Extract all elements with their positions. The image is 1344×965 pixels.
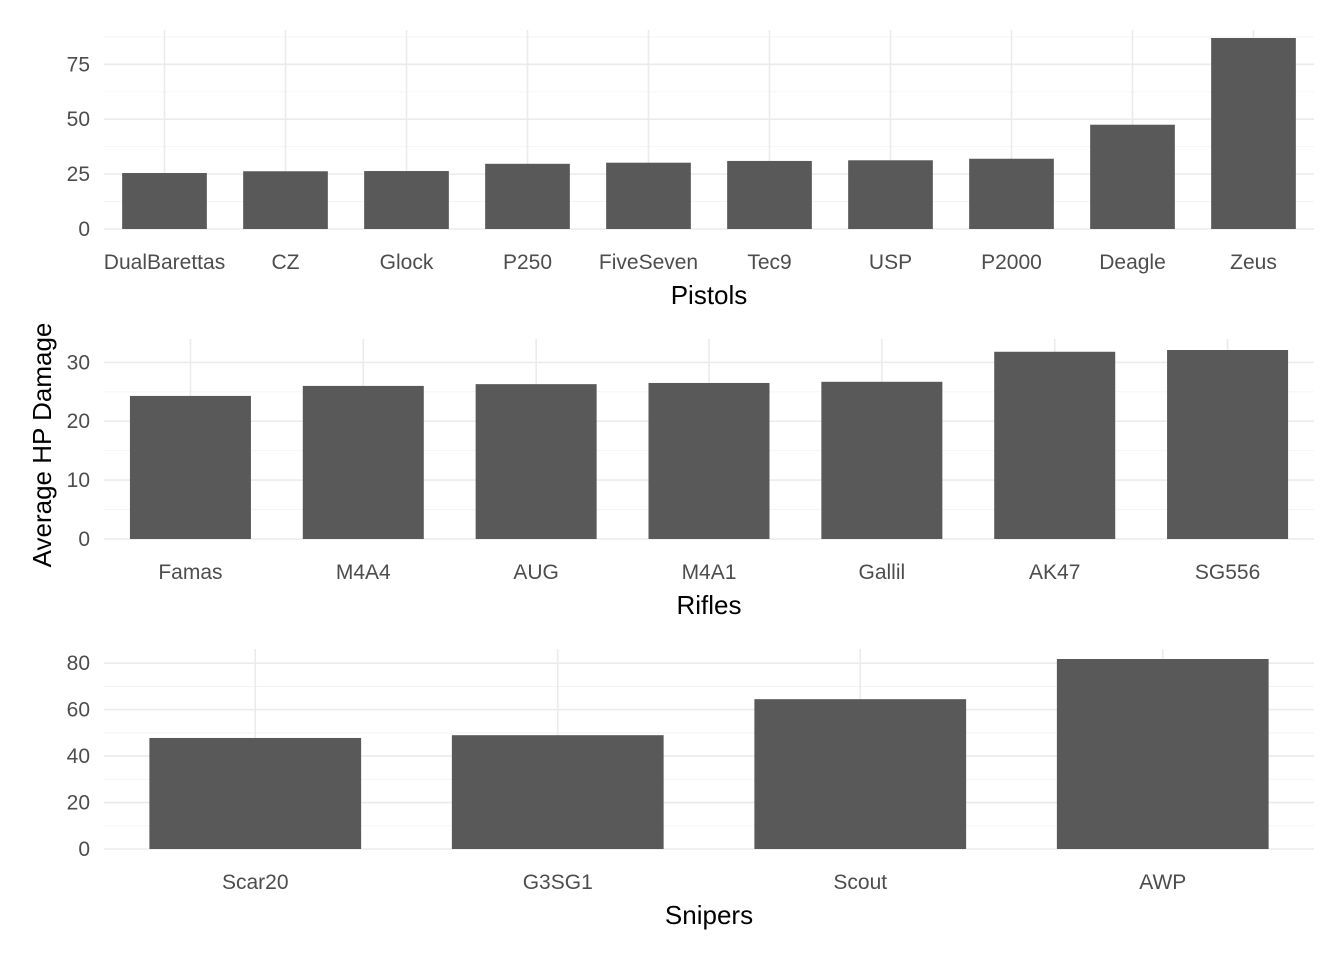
x-axis-title: Rifles [676, 590, 741, 620]
x-tick-label: M4A1 [682, 561, 737, 584]
bar-aug [475, 384, 597, 539]
x-tick-label: AWP [1139, 871, 1186, 894]
y-tick-label: 0 [78, 838, 90, 861]
y-tick-label: 10 [67, 469, 90, 492]
y-tick-label: 75 [67, 53, 90, 76]
bar-gallil [821, 381, 943, 539]
y-tick-label: 0 [78, 218, 90, 241]
x-tick-label: DualBarettas [104, 251, 225, 274]
bar-m4a1 [648, 382, 770, 539]
x-tick-label: FiveSeven [599, 251, 698, 274]
bar-famas [129, 395, 251, 539]
bar-sg556 [1167, 350, 1289, 539]
x-tick-label: Deagle [1099, 251, 1166, 274]
x-axis-title: Snipers [665, 900, 753, 930]
x-tick-label: Glock [380, 251, 434, 274]
bar-tec9 [727, 160, 812, 229]
x-tick-label: SG556 [1195, 561, 1260, 584]
bar-fiveseven [606, 162, 691, 229]
bar-usp [848, 160, 933, 229]
bar-cz [243, 171, 328, 229]
y-tick-label: 40 [67, 745, 90, 768]
x-tick-label: Scar20 [222, 871, 289, 894]
x-tick-label: Scout [833, 871, 887, 894]
y-tick-label: 80 [67, 652, 90, 675]
bar-deagle [1090, 124, 1175, 229]
panel-pistols: 0 25 50 75 DualBarettas CZ Glock P250 FiveSeven T… [67, 30, 1314, 310]
y-tick-label: 25 [67, 163, 90, 186]
x-tick-label: Zeus [1230, 251, 1277, 274]
bar-ak47 [994, 351, 1116, 539]
bar-zeus [1211, 38, 1296, 229]
bar-p2000 [969, 158, 1054, 229]
y-tick-label: 50 [67, 108, 90, 131]
bar-m4a4 [302, 385, 424, 539]
panel-rifles: 0 10 20 30 Famas M4A4 AUG M4A1 Gallil AK47 SG556 Ri… [67, 339, 1314, 620]
x-tick-label: P2000 [981, 251, 1042, 274]
x-tick-label: AUG [513, 561, 559, 584]
bar-awp [1056, 659, 1269, 849]
x-tick-label: G3SG1 [523, 871, 593, 894]
y-tick-label: 20 [67, 792, 90, 815]
x-tick-label: Famas [158, 561, 222, 584]
bar-scar20 [149, 737, 362, 849]
x-tick-label: Gallil [859, 561, 906, 584]
x-tick-label: M4A4 [336, 561, 391, 584]
x-tick-label: CZ [272, 251, 300, 274]
bar-glock [364, 171, 449, 229]
x-tick-label: USP [869, 251, 912, 274]
x-tick-label: P250 [503, 251, 552, 274]
y-tick-label: 60 [67, 699, 90, 722]
y-tick-label: 30 [67, 351, 90, 374]
x-axis-title: Pistols [671, 280, 748, 310]
y-tick-label: 20 [67, 410, 90, 433]
bar-p250 [485, 163, 570, 229]
x-tick-label: Tec9 [747, 251, 791, 274]
x-tick-label: AK47 [1029, 561, 1080, 584]
bar-dualbarettas [122, 173, 207, 229]
bar-g3sg1 [451, 735, 664, 849]
y-tick-label: 0 [78, 528, 90, 551]
bar-scout [754, 699, 967, 849]
panel-snipers: 0 20 40 60 80 Scar20 G3SG1 Scout AWP Snipers [67, 649, 1314, 930]
y-axis-title: Average HP Damage [27, 323, 57, 568]
